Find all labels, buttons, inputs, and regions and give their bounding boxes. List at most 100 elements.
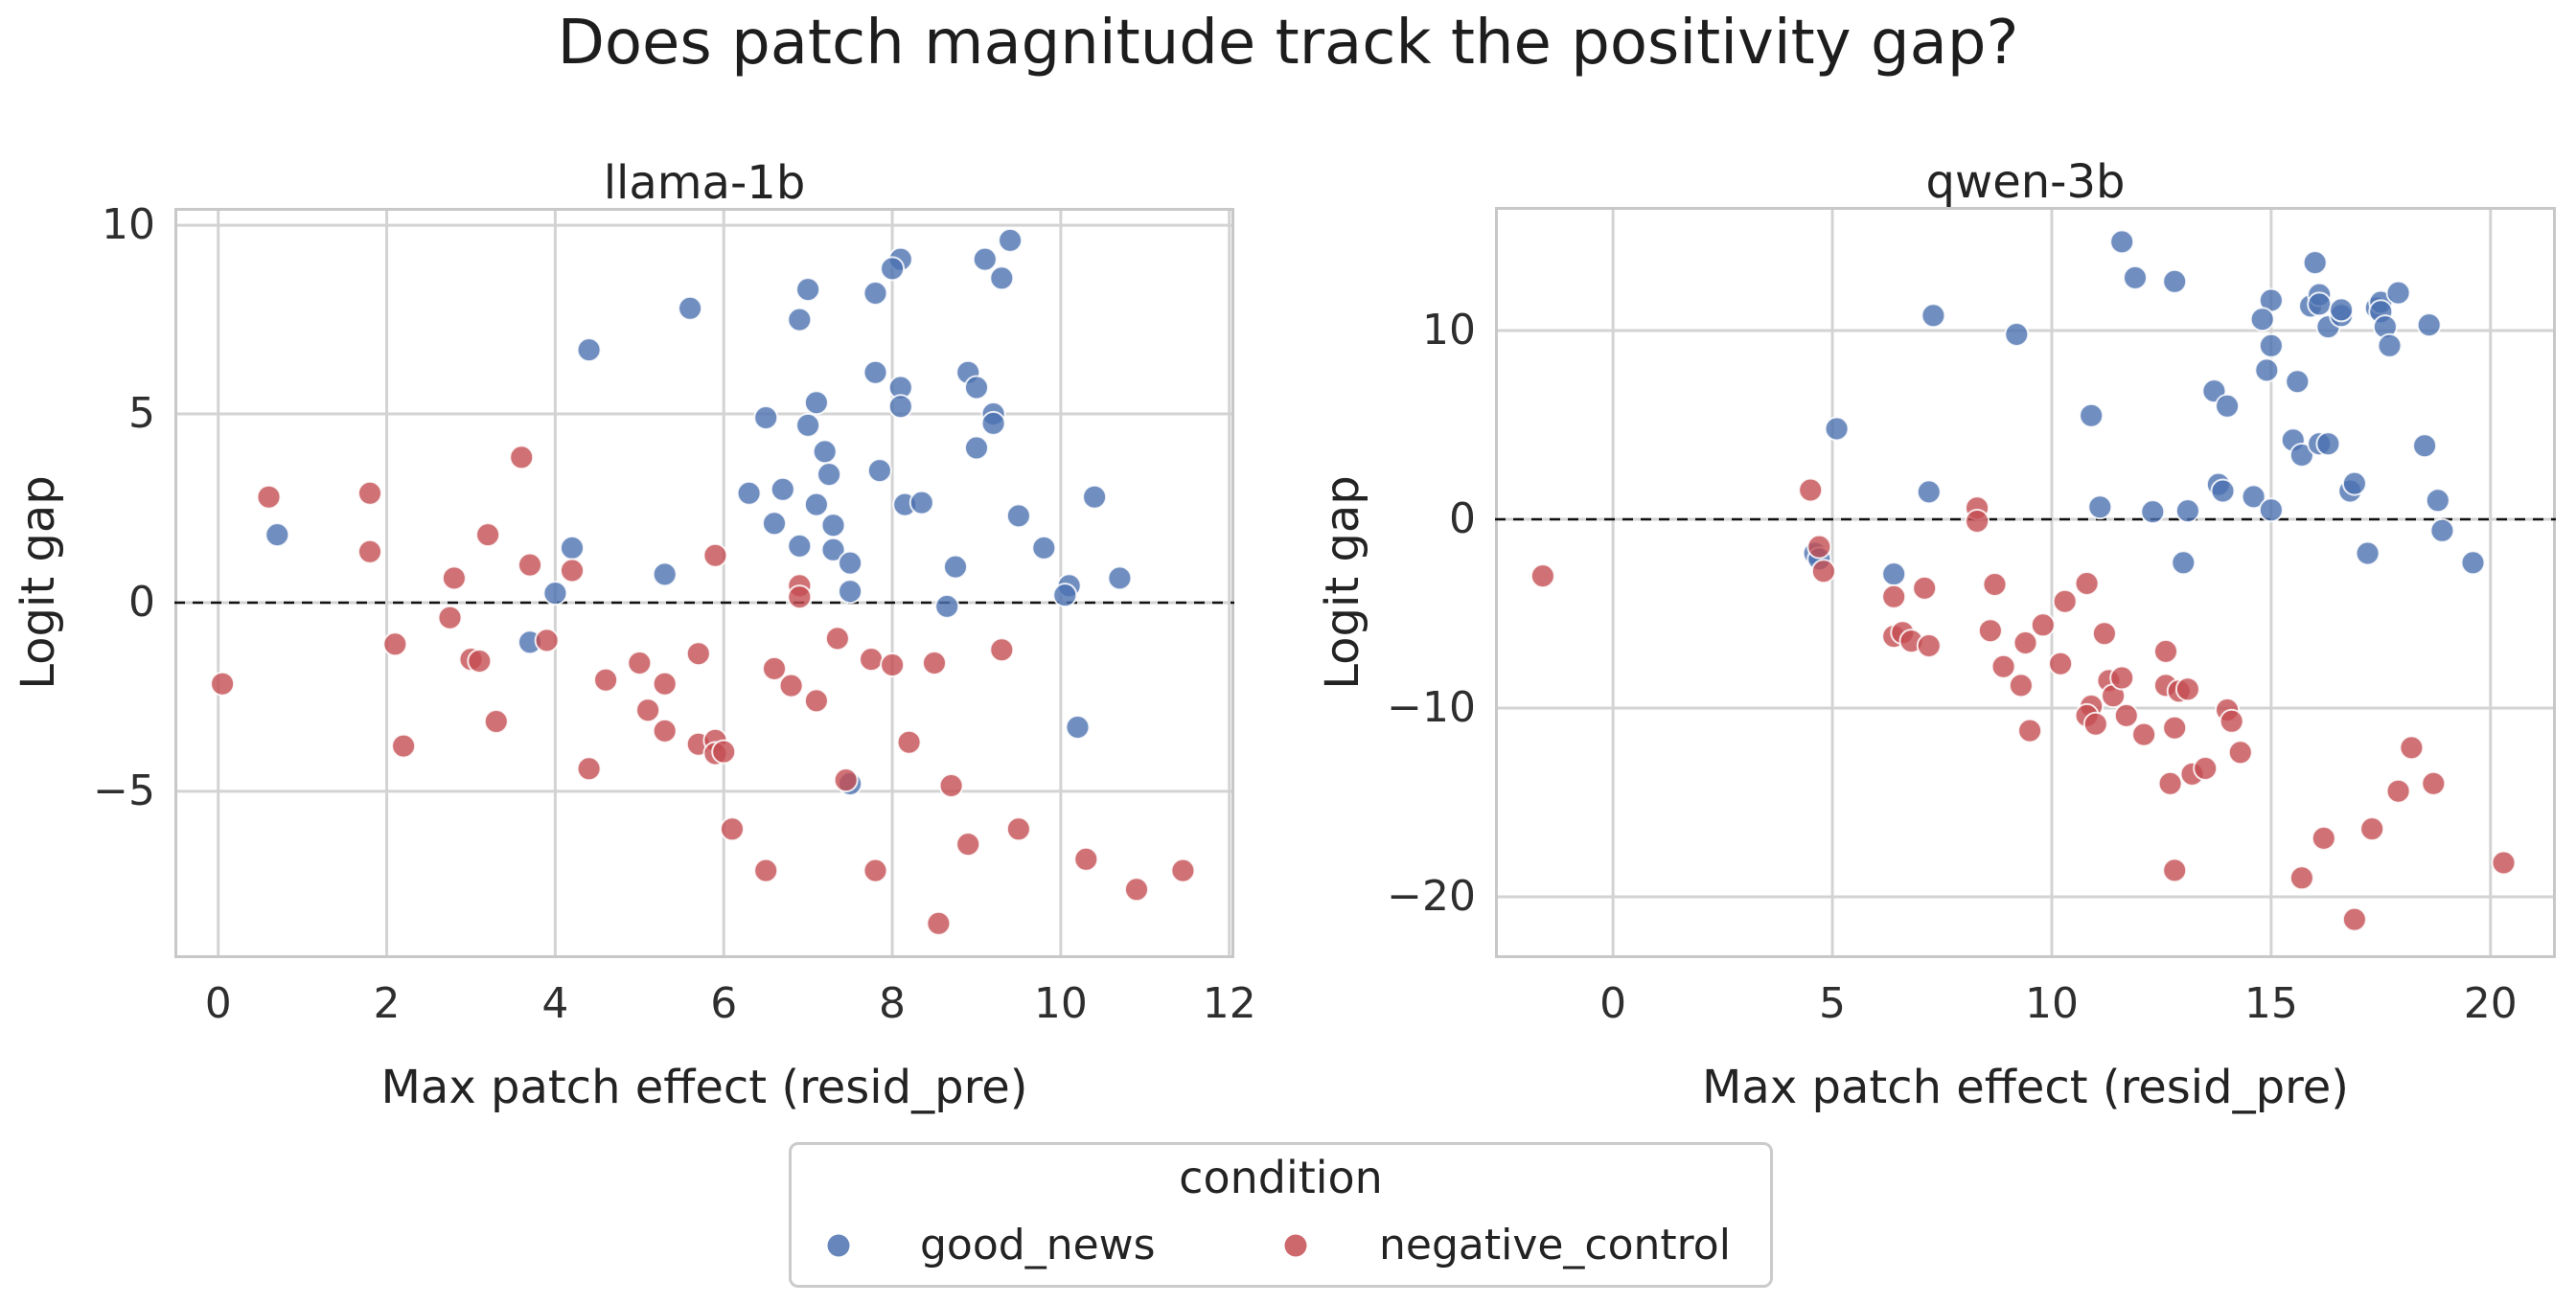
data-point-good_news [1082, 484, 1108, 510]
data-point-negative_control [2385, 778, 2411, 804]
scatter-plot-area [1495, 207, 2556, 958]
data-point-good_news [2258, 497, 2284, 523]
data-point-negative_control [256, 484, 282, 510]
data-point-negative_control [880, 652, 906, 677]
data-point-good_news [2341, 470, 2367, 496]
data-point-negative_control [652, 718, 678, 744]
data-point-negative_control [1990, 653, 2016, 679]
data-point-negative_control [391, 733, 417, 759]
data-point-negative_control [2030, 612, 2056, 638]
data-point-negative_control [1965, 509, 1990, 534]
data-point-negative_control [627, 651, 653, 675]
y-tick-label: −20 [1387, 871, 1476, 921]
good-news-marker-icon [827, 1234, 850, 1257]
data-point-negative_control [1806, 534, 1832, 560]
data-point-negative_control [2008, 673, 2034, 698]
data-point-negative_control [2421, 770, 2447, 796]
data-point-good_news [2425, 488, 2450, 514]
data-point-negative_control [357, 538, 382, 564]
data-point-negative_control [2288, 865, 2314, 891]
data-point-negative_control [2193, 756, 2219, 781]
data-point-negative_control [1912, 575, 1938, 601]
data-point-negative_control [437, 605, 463, 630]
data-point-good_news [753, 405, 779, 430]
x-tick-label: 10 [1033, 979, 1088, 1028]
data-point-good_news [2416, 312, 2442, 338]
y-tick-label: 0 [1449, 494, 1476, 543]
x-axis-label: Max patch effect (resid_pre) [380, 1061, 1028, 1114]
data-point-good_news [2210, 478, 2236, 504]
data-point-good_news [934, 593, 960, 619]
data-point-good_news [2241, 484, 2266, 510]
data-point-negative_control [2311, 825, 2336, 851]
data-point-negative_control [2017, 718, 2043, 744]
data-point-negative_control [862, 858, 888, 883]
data-point-good_news [972, 246, 998, 272]
data-point-good_news [762, 511, 787, 537]
y-tick-label: −10 [1387, 682, 1476, 732]
y-tick-label: −5 [93, 766, 155, 815]
data-point-negative_control [534, 628, 560, 653]
data-point-negative_control [1810, 559, 1836, 584]
data-point-good_news [964, 435, 989, 461]
legend-label-negative-control: negative_control [1379, 1221, 1731, 1270]
data-point-negative_control [2153, 638, 2178, 664]
data-point-negative_control [1124, 877, 1149, 903]
data-point-negative_control [922, 651, 947, 675]
data-point-good_news [812, 439, 838, 465]
data-point-negative_control [989, 637, 1015, 663]
data-point-good_news [787, 307, 813, 332]
data-point-negative_control [357, 480, 382, 506]
data-point-good_news [803, 390, 829, 416]
x-tick-label: 20 [2463, 979, 2518, 1028]
subplot-title: llama-1b [603, 156, 806, 210]
data-point-good_news [2162, 268, 2188, 294]
data-point-negative_control [896, 729, 922, 755]
data-point-good_news [2377, 332, 2403, 358]
data-point-good_news [1920, 303, 1946, 329]
data-point-good_news [964, 375, 989, 400]
data-point-good_news [1881, 561, 1907, 587]
x-tick-label: 4 [541, 979, 569, 1028]
data-point-negative_control [2341, 906, 2367, 932]
data-point-negative_control [859, 647, 885, 673]
x-tick-label: 15 [2243, 979, 2298, 1028]
data-point-negative_control [2012, 630, 2038, 655]
data-point-good_news [989, 265, 1015, 291]
data-point-good_news [2258, 332, 2284, 358]
data-point-negative_control [2157, 770, 2183, 796]
data-point-good_news [2174, 498, 2200, 524]
data-point-good_news [838, 550, 863, 576]
data-point-good_news [838, 579, 863, 605]
data-point-negative_control [1073, 846, 1099, 872]
subplot-title: qwen-3b [1925, 155, 2126, 209]
x-tick-label: 10 [2024, 979, 2079, 1028]
data-point-negative_control [955, 832, 981, 858]
data-point-negative_control [1881, 583, 1907, 609]
data-point-good_news [2307, 291, 2333, 317]
data-point-good_news [264, 522, 290, 548]
data-point-good_news [862, 281, 888, 306]
data-point-good_news [576, 337, 602, 363]
data-point-good_news [998, 227, 1024, 253]
data-point-negative_control [2113, 702, 2139, 728]
data-point-good_news [787, 533, 813, 559]
data-point-negative_control [560, 558, 585, 583]
data-point-negative_control [593, 667, 619, 693]
subplot-llama-1b: llama-1b Logit gap Max patch effect (res… [12, 156, 1234, 1114]
data-point-negative_control [382, 631, 408, 657]
data-point-good_news [795, 277, 821, 303]
x-tick-label: 0 [1599, 979, 1627, 1028]
subplot-qwen-3b: qwen-3b Logit gap Max patch effect (resi… [1316, 155, 2556, 1114]
data-point-good_news [943, 554, 968, 580]
data-point-negative_control [2162, 715, 2188, 741]
data-point-negative_control [635, 698, 661, 723]
data-point-good_news [1031, 535, 1057, 560]
data-point-good_news [1107, 565, 1133, 591]
data-point-negative_control [441, 565, 467, 591]
data-point-good_news [816, 462, 842, 488]
data-point-negative_control [926, 910, 952, 936]
data-point-good_news [2123, 264, 2148, 290]
data-point-negative_control [778, 673, 804, 698]
